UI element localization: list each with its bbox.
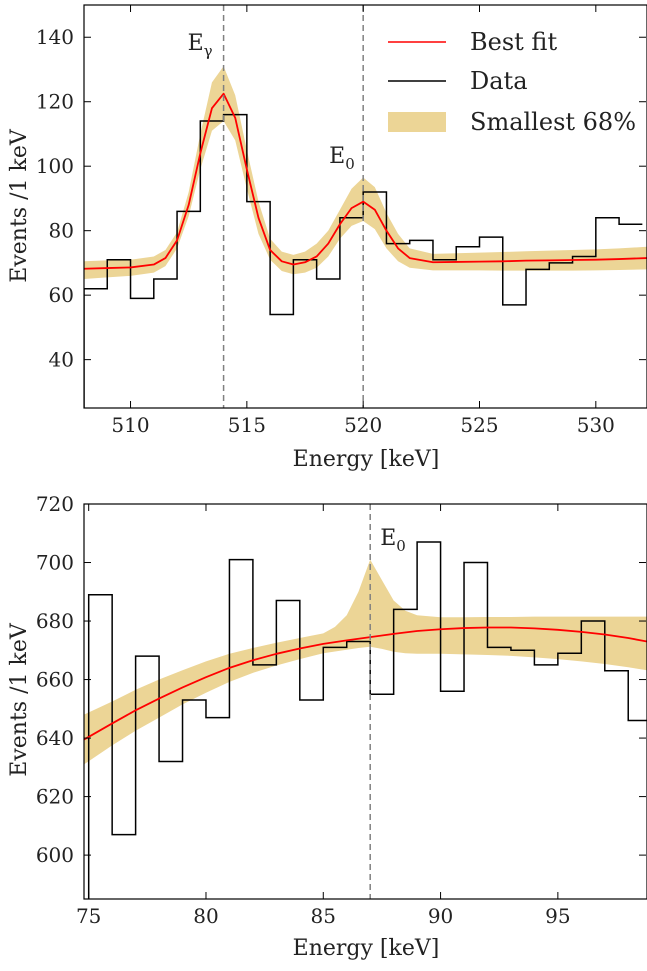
lower-y-tick-label-4: 680	[36, 609, 74, 633]
upper-y-tick-label-5: 140	[36, 25, 74, 49]
upper-plot-panel: Eγ E0 510 515 520 525 530 40 60 80 100 120 140 Ene…	[7, 4, 647, 472]
upper-credible-band	[84, 66, 647, 280]
lower-y-tick-label-6: 720	[36, 492, 74, 516]
lower-x-tick-label-1: 80	[193, 904, 218, 928]
lower-x-tick-label-4: 95	[545, 904, 570, 928]
legend-swatch-band	[388, 112, 446, 132]
upper-y-tick-label-2: 80	[49, 219, 74, 243]
lower-plot-panel: E0 75 80 85 90 95 600 620 640 660 680 700 720 Ener…	[7, 492, 647, 961]
upper-x-tick-label-2: 520	[344, 413, 382, 437]
upper-fit-curve	[84, 92, 647, 270]
upper-x-axis: 510 515 520 525 530	[111, 5, 615, 437]
upper-y-axis: 40 60 80 100 120 140	[36, 25, 646, 372]
lower-x-tick-label-2: 85	[311, 904, 336, 928]
upper-y-tick-label-3: 100	[36, 154, 74, 178]
lower-marker-layer: E0	[369, 504, 406, 899]
upper-marker-label-1: E0	[329, 144, 355, 173]
legend-label-data: Data	[470, 67, 528, 95]
upper-marker-label-0: Eγ	[188, 31, 213, 60]
upper-plot-frame	[83, 4, 647, 409]
lower-credible-band	[84, 559, 647, 765]
lower-data-histogram-layer	[87, 541, 647, 899]
lower-credible-band-layer	[84, 559, 647, 765]
lower-x-axis-title: Energy [keV]	[293, 936, 440, 961]
upper-x-tick-label-1: 515	[228, 413, 266, 437]
lower-data-histogram	[87, 541, 647, 899]
lower-y-tick-label-3: 660	[36, 668, 74, 692]
legend-label-band: Smallest 68%	[470, 108, 636, 136]
lower-plot-frame	[83, 503, 647, 900]
upper-credible-band-layer	[84, 66, 647, 280]
lower-x-axis: 75 80 85 90 95	[76, 504, 571, 928]
upper-x-tick-label-0: 510	[111, 413, 149, 437]
upper-fit-curve-layer	[84, 92, 647, 270]
lower-y-tick-label-0: 600	[36, 843, 74, 867]
upper-x-tick-label-3: 525	[460, 413, 498, 437]
upper-y-tick-label-1: 60	[49, 283, 74, 307]
legend-label-best-fit: Best fit	[470, 28, 557, 56]
lower-y-tick-label-1: 620	[36, 785, 74, 809]
lower-x-tick-label-0: 75	[76, 904, 101, 928]
lower-y-axis: 600 620 640 660 680 700 720	[36, 492, 646, 867]
upper-x-axis-title: Energy [keV]	[293, 447, 440, 472]
upper-y-tick-label-0: 40	[49, 348, 74, 372]
lower-y-tick-label-2: 640	[36, 726, 74, 750]
lower-marker-label-0: E0	[380, 526, 406, 555]
lower-y-tick-label-5: 700	[36, 551, 74, 575]
upper-marker-layer: Eγ E0	[188, 5, 364, 408]
legend: Best fit Data Smallest 68%	[388, 28, 636, 136]
upper-y-tick-label-4: 120	[36, 90, 74, 114]
lower-y-axis-title: Events /1 keV	[7, 622, 32, 777]
upper-x-tick-label-4: 530	[577, 413, 615, 437]
upper-y-axis-title: Events /1 keV	[7, 128, 32, 283]
lower-x-tick-label-3: 90	[428, 904, 453, 928]
